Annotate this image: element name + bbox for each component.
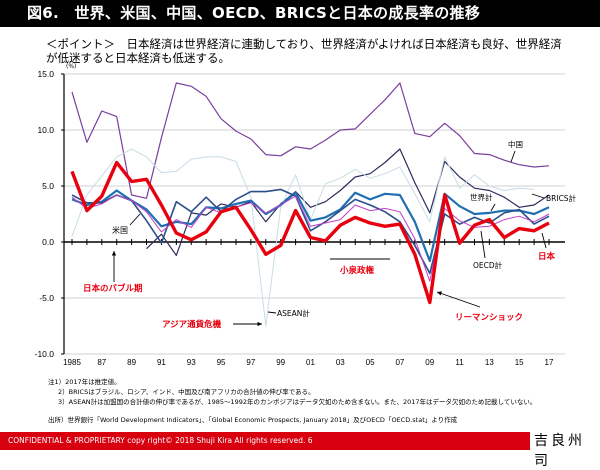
y-tick-label: 15.0: [37, 69, 54, 79]
arrowhead: [437, 291, 442, 296]
note-2: 2）BRICSはブラジル、ロシア、インド、中国及び南アフリカの合計値の伸び率であ…: [58, 388, 315, 396]
x-tick-label: 17: [545, 358, 554, 367]
annotation-label: 小泉政権: [339, 265, 375, 276]
arrowhead: [111, 251, 117, 256]
y-tick-label: -10.0: [35, 349, 55, 359]
y-tick-label: 10.0: [37, 125, 54, 135]
series-line-中国: [71, 82, 550, 199]
x-tick-label: 01: [306, 358, 315, 367]
y-axis-unit: (%): [66, 63, 77, 70]
leader-line: [531, 193, 545, 199]
annotation-label: OECD計: [473, 260, 503, 270]
key-point-text: ＜ポイント＞ 日本経済は世界経済に連動しており、世界経済がよければ日本経済も良好…: [46, 37, 562, 65]
x-tick-label: 95: [217, 358, 226, 367]
x-tick-label: 09: [425, 358, 434, 367]
x-tick-label: 05: [366, 358, 375, 367]
x-tick-label: 93: [187, 358, 196, 367]
series-line-ASEAN計: [71, 148, 535, 327]
note-3: 3）ASEAN計は加盟国の合計値の伸び率であるが、1985～1992年のカンボジ…: [58, 398, 537, 406]
annotation-label: 世界計: [470, 192, 493, 202]
leader-line: [480, 230, 486, 259]
series-line-BRICS計: [146, 148, 550, 256]
annotation-label: リーマンショック: [455, 312, 523, 323]
annotation-label: 日本: [538, 251, 556, 262]
x-tick-label: 87: [97, 358, 106, 367]
growth-rate-chart: 15.0 10.0 5.0 0.0 -5.0 -10.0 1985 87 89 91 93 95 97 9…: [35, 69, 577, 367]
annotation-label: BRICS計: [546, 193, 577, 203]
x-tick-label: 15: [515, 358, 524, 367]
y-tick-label: -5.0: [39, 293, 54, 303]
x-tick-label: 89: [127, 358, 136, 367]
series-line-世界計: [71, 189, 550, 263]
x-tick-label: 97: [246, 358, 255, 367]
notes: 注1）2017年は推定値。 2）BRICSはブラジル、ロシア、インド、中国及び南…: [48, 377, 536, 407]
note-1: 注1）2017年は推定値。: [48, 378, 121, 386]
x-tick-label: 03: [336, 358, 345, 367]
arrowhead: [257, 321, 262, 327]
annotation-label: ASEAN計: [277, 308, 310, 318]
x-tick-label: 1985: [63, 358, 81, 367]
y-tick-label: 0.0: [42, 237, 54, 247]
x-tick-label: 99: [276, 358, 285, 367]
x-tick-label: 91: [157, 358, 166, 367]
annotation-label: 米国: [112, 225, 128, 235]
leader-line: [490, 203, 496, 212]
annotation-label: 日本のバブル期: [83, 283, 143, 294]
leader-line: [267, 311, 277, 314]
leader-line: [129, 213, 141, 226]
series-line-OECD計: [71, 194, 550, 282]
annotation-label: アジア通貨危機: [162, 319, 222, 330]
x-tick-label: 07: [395, 358, 404, 367]
leader-line: [541, 232, 547, 249]
author-signature: 吉良州司: [534, 433, 585, 469]
x-tick-label: 13: [485, 358, 494, 367]
leader-line: [510, 150, 516, 163]
footer-bar: CONFIDENTIAL & PROPRIETARY copy right© 2…: [0, 432, 530, 450]
series-line-米国: [71, 188, 550, 275]
slide-title: 図6. 世界、米国、中国、OECD、BRICSと日本の成長率の推移: [0, 0, 600, 27]
x-tick-label: 11: [455, 358, 464, 367]
series-line-日本: [70, 160, 550, 305]
annotation-label: 中国: [508, 139, 523, 149]
annotation-arrow: [436, 291, 481, 308]
source-text: 出所）世界銀行「World Development Indicators」、「G…: [48, 416, 458, 424]
y-tick-label: 5.0: [42, 181, 54, 191]
